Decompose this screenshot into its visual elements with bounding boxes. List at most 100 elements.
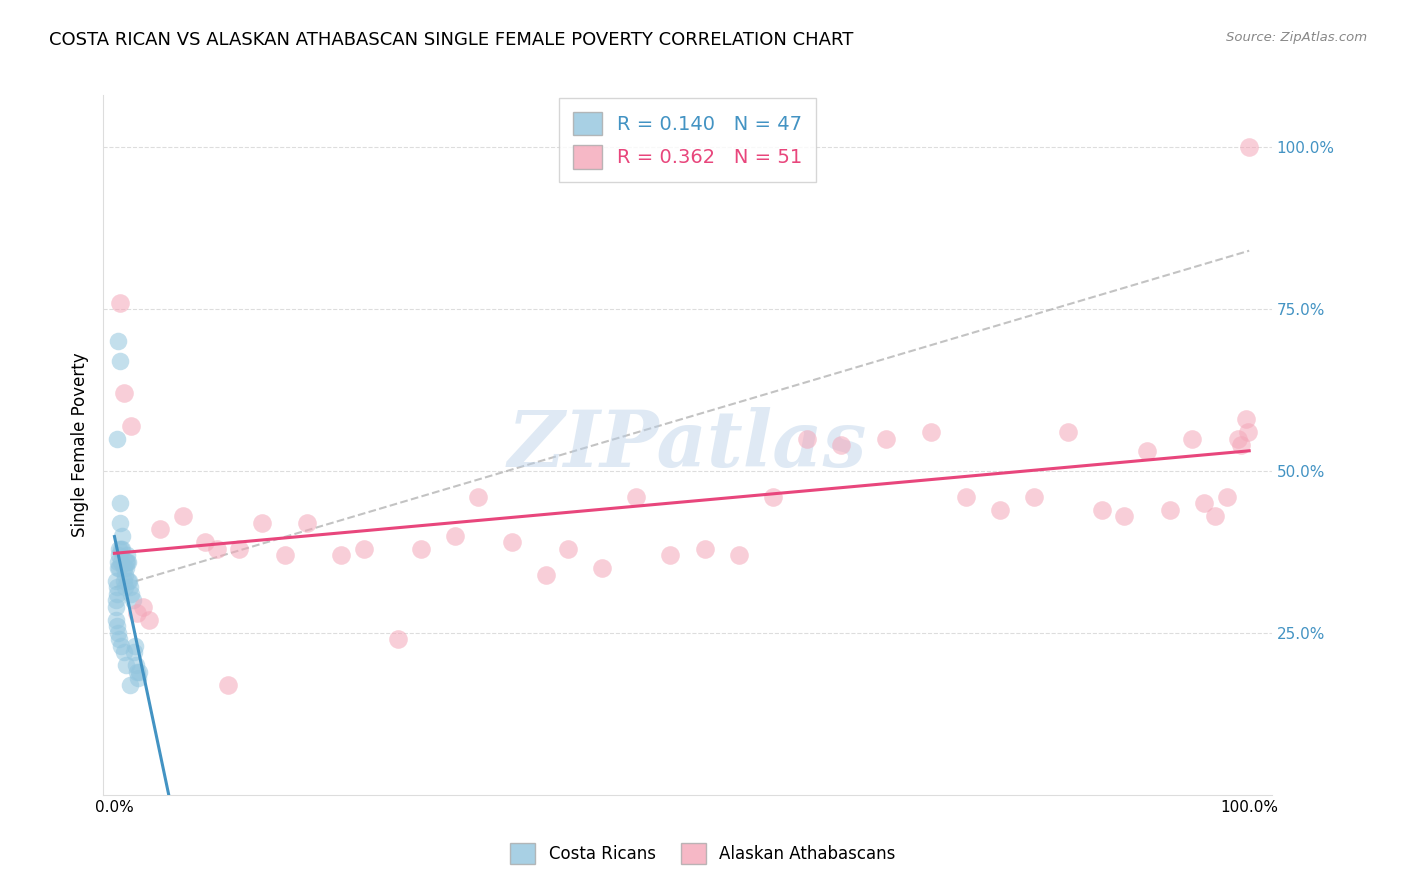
Point	[117, 574, 139, 588]
Point	[693, 541, 716, 556]
Point	[115, 548, 138, 562]
Point	[121, 418, 143, 433]
Point	[796, 432, 818, 446]
Point	[353, 541, 375, 556]
Point	[112, 561, 135, 575]
Point	[124, 639, 146, 653]
Point	[114, 581, 136, 595]
Point	[108, 632, 131, 647]
Point	[114, 567, 136, 582]
Point	[626, 490, 648, 504]
Point	[467, 490, 489, 504]
Point	[1114, 509, 1136, 524]
Point	[1204, 509, 1226, 524]
Point	[762, 490, 785, 504]
Point	[108, 561, 131, 575]
Point	[111, 541, 134, 556]
Point	[105, 587, 128, 601]
Point	[1192, 496, 1215, 510]
Point	[172, 509, 194, 524]
Point	[988, 502, 1011, 516]
Point	[110, 639, 132, 653]
Point	[250, 516, 273, 530]
Point	[110, 555, 132, 569]
Point	[127, 671, 149, 685]
Point	[104, 599, 127, 614]
Point	[112, 386, 135, 401]
Point	[114, 561, 136, 575]
Point	[115, 555, 138, 569]
Text: Source: ZipAtlas.com: Source: ZipAtlas.com	[1226, 31, 1367, 45]
Point	[955, 490, 977, 504]
Point	[534, 567, 557, 582]
Text: ZIPatlas: ZIPatlas	[508, 407, 868, 483]
Point	[117, 555, 139, 569]
Point	[121, 593, 143, 607]
Point	[205, 541, 228, 556]
Point	[1159, 502, 1181, 516]
Point	[125, 658, 148, 673]
Point	[108, 353, 131, 368]
Point	[1181, 432, 1204, 446]
Point	[108, 295, 131, 310]
Point	[194, 535, 217, 549]
Point	[330, 548, 353, 562]
Point	[114, 555, 136, 569]
Point	[444, 529, 467, 543]
Point	[217, 677, 239, 691]
Point	[501, 535, 523, 549]
Point	[105, 619, 128, 633]
Point	[122, 645, 145, 659]
Point	[107, 561, 129, 575]
Point	[409, 541, 432, 556]
Point	[120, 581, 142, 595]
Point	[228, 541, 250, 556]
Point	[111, 529, 134, 543]
Point	[591, 561, 613, 575]
Point	[114, 658, 136, 673]
Point	[127, 665, 149, 679]
Point	[108, 541, 131, 556]
Legend: Costa Ricans, Alaskan Athabascans: Costa Ricans, Alaskan Athabascans	[503, 837, 903, 871]
Text: COSTA RICAN VS ALASKAN ATHABASCAN SINGLE FEMALE POVERTY CORRELATION CHART: COSTA RICAN VS ALASKAN ATHABASCAN SINGLE…	[49, 31, 853, 49]
Point	[921, 425, 943, 439]
Point	[1136, 444, 1159, 458]
Point	[112, 574, 135, 588]
Point	[875, 432, 897, 446]
Point	[1234, 412, 1257, 426]
Point	[659, 548, 682, 562]
Y-axis label: Single Female Poverty: Single Female Poverty	[72, 352, 89, 537]
Point	[557, 541, 579, 556]
Point	[1056, 425, 1078, 439]
Point	[297, 516, 319, 530]
Point	[127, 607, 149, 621]
Point	[105, 581, 128, 595]
Point	[1022, 490, 1045, 504]
Point	[1230, 438, 1253, 452]
Point	[108, 496, 131, 510]
Point	[138, 613, 160, 627]
Point	[387, 632, 409, 647]
Point	[149, 522, 172, 536]
Point	[1215, 490, 1237, 504]
Point	[727, 548, 749, 562]
Point	[107, 555, 129, 569]
Point	[830, 438, 852, 452]
Point	[108, 548, 131, 562]
Point	[104, 593, 127, 607]
Point	[120, 677, 142, 691]
Point	[104, 613, 127, 627]
Point	[128, 665, 150, 679]
Point	[105, 432, 128, 446]
Point	[273, 548, 295, 562]
Point	[107, 334, 129, 349]
Point	[108, 516, 131, 530]
Point	[1091, 502, 1114, 516]
Point	[1237, 140, 1260, 154]
Point	[121, 587, 143, 601]
Point	[1237, 425, 1260, 439]
Point	[118, 574, 141, 588]
Point	[112, 645, 135, 659]
Point	[132, 599, 155, 614]
Point	[1226, 432, 1249, 446]
